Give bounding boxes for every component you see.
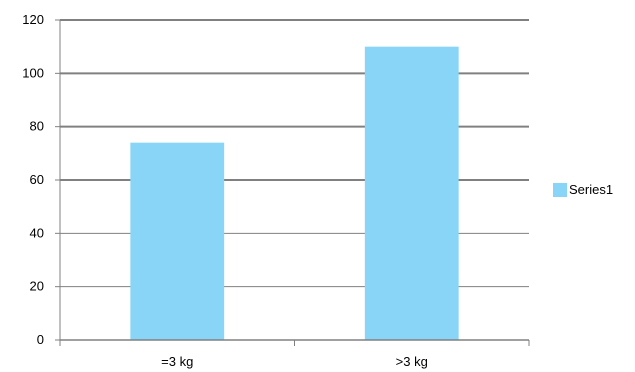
axes (55, 19, 530, 346)
x-tick-label-1: >3 kg (396, 354, 428, 369)
legend-swatch-series1 (553, 183, 567, 197)
legend-label-series1: Series1 (569, 182, 614, 197)
y-tick-label-40: 40 (30, 225, 44, 240)
legend: Series1 (553, 181, 613, 199)
x-tick-label-0: =3 kg (161, 354, 193, 369)
y-tick-label-80: 80 (30, 119, 44, 134)
y-tick-label-120: 120 (22, 12, 44, 27)
y-tick-label-60: 60 (30, 172, 44, 187)
bars (130, 46, 459, 341)
y-tick-labels: 0 20 40 60 80 100 120 (22, 12, 44, 347)
bar-1 (364, 46, 459, 341)
bar-0 (130, 142, 225, 340)
y-tick-label-100: 100 (22, 65, 44, 80)
y-tick-label-20: 20 (30, 279, 44, 294)
x-tick-labels: =3 kg >3 kg (161, 354, 428, 369)
y-tick-label-0: 0 (37, 332, 44, 347)
